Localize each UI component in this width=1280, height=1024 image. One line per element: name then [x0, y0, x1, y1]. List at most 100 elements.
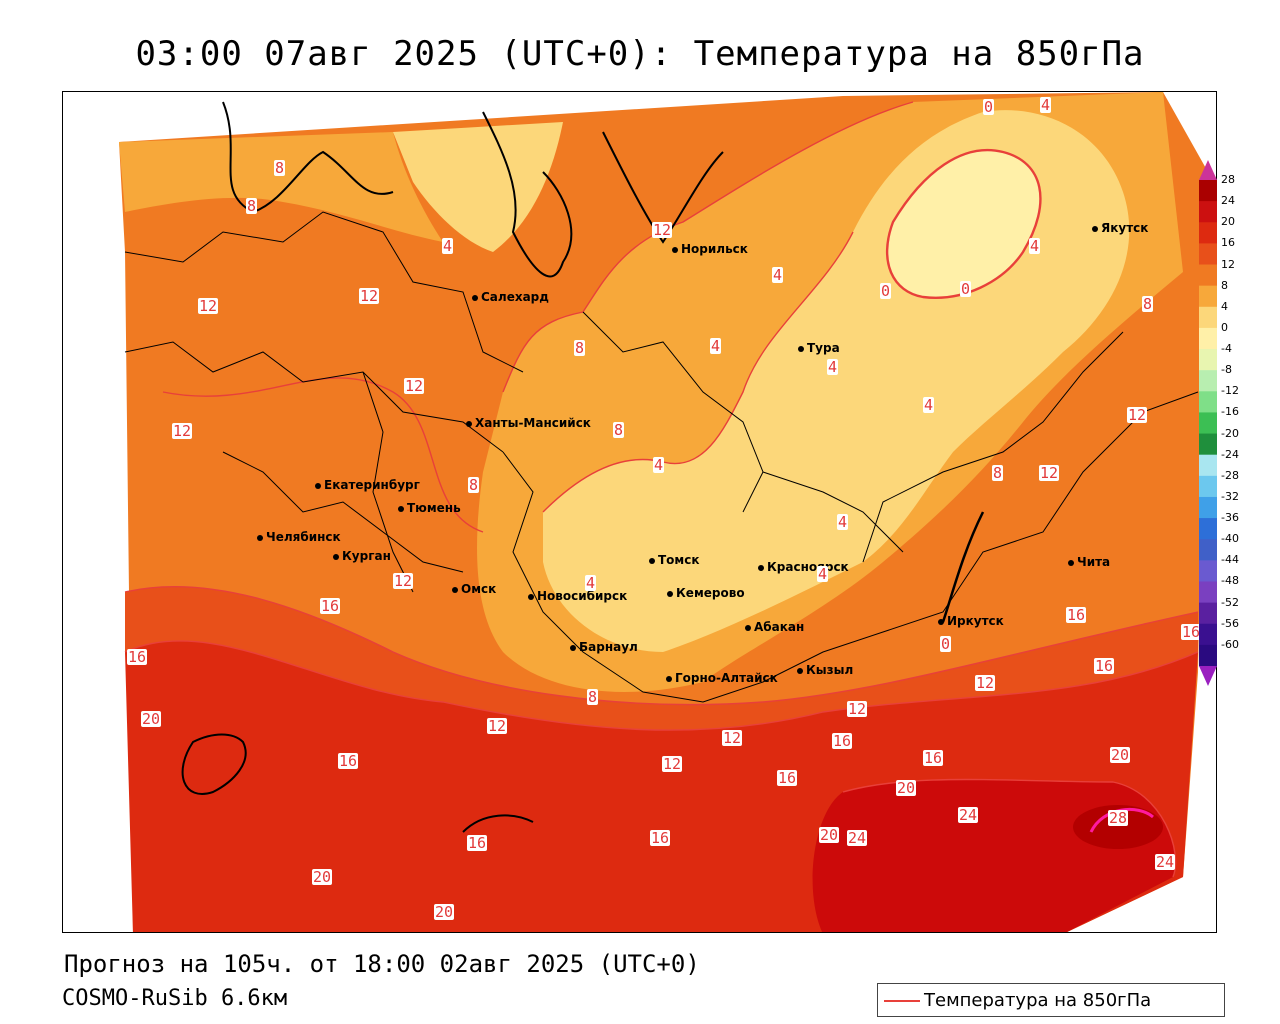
city-tomsk: Томск [649, 553, 700, 567]
city-tura: Тура [798, 341, 840, 355]
contour-label: 12 [393, 572, 414, 590]
colorbar-swatch [1199, 201, 1217, 223]
colorbar-tick-label: -24 [1221, 447, 1239, 461]
map-title: 03:00 07авг 2025 (UTC+0): Температура на… [135, 34, 1145, 74]
colorbar-swatch [1199, 602, 1217, 625]
contour-label: 4 [585, 574, 597, 592]
city-dot-icon [758, 564, 764, 571]
colorbar-swatch [1199, 180, 1217, 202]
contour-label: 12 [172, 422, 193, 440]
colorbar-tick-label: -40 [1221, 532, 1239, 546]
colorbar-swatch [1199, 327, 1217, 350]
contour-label: 8 [992, 464, 1004, 482]
city-dot-icon [570, 644, 576, 651]
contour-label: 16 [832, 732, 853, 750]
city-irkutsk: Иркутск [938, 614, 1004, 628]
city-dot-icon [398, 505, 404, 512]
colorbar-swatch [1199, 243, 1217, 266]
legend-line-icon [884, 1000, 920, 1002]
contour-label: 12 [404, 377, 425, 395]
zone-28 [1073, 805, 1163, 849]
city-dot-icon [667, 590, 673, 597]
contour-label: 0 [983, 98, 995, 116]
contour-label: 16 [777, 769, 798, 787]
colorbar-swatch [1199, 475, 1217, 498]
city-novosibirsk: Новосибирск [528, 589, 627, 603]
contour-label: 4 [772, 266, 784, 284]
contour-label: 16 [338, 752, 359, 770]
colorbar-up-arrow-icon [1199, 160, 1217, 180]
contour-label: 0 [940, 635, 952, 653]
contour-label: 16 [127, 648, 148, 666]
colorbar-swatch [1199, 306, 1217, 329]
contour-label: 12 [847, 700, 868, 718]
contour-label: 12 [975, 674, 996, 692]
colorbar-tick-label: 16 [1221, 236, 1235, 250]
contour-label: 4 [710, 337, 722, 355]
colorbar-tick-label: -12 [1221, 384, 1239, 398]
city-dot-icon [1092, 225, 1098, 232]
city-dot-icon [1068, 559, 1074, 566]
city-dot-icon [745, 624, 751, 631]
contour-label: 12 [722, 729, 743, 747]
city-dot-icon [466, 420, 472, 427]
contour-label: 20 [896, 779, 917, 797]
city-yekaterinburg: Екатеринбург [315, 478, 420, 492]
colorbar-tick-label: -20 [1221, 426, 1239, 440]
temperature-map [62, 91, 1217, 933]
contour-label: 16 [923, 749, 944, 767]
contour-label: 20 [434, 903, 455, 921]
contour-label: 8 [246, 197, 258, 215]
colorbar-tick-label: -16 [1221, 405, 1239, 419]
colorbar-swatch [1199, 433, 1217, 456]
contour-label: 20 [141, 710, 162, 728]
contour-label: 16 [1066, 606, 1087, 624]
colorbar-tick-label: -52 [1221, 595, 1239, 609]
colorbar-swatch [1199, 454, 1217, 477]
colorbar-swatch [1199, 349, 1217, 371]
contour-label: 8 [613, 421, 625, 439]
colorbar-tick-label: -4 [1221, 342, 1232, 356]
colorbar-tick-label: 12 [1221, 257, 1235, 271]
contour-label: 24 [1155, 853, 1176, 871]
contour-label: 12 [487, 717, 508, 735]
colorbar-tick-label: 20 [1221, 215, 1235, 229]
colorbar-tick-label: 8 [1221, 278, 1228, 292]
contour-label: 20 [312, 868, 333, 886]
legend-label: Температура на 850гПа [924, 990, 1152, 1011]
colorbar-swatch [1199, 222, 1217, 244]
contour-label: 16 [320, 597, 341, 615]
forecast-info: Прогноз на 105ч. от 18:00 02авг 2025 (UT… [64, 950, 700, 978]
colorbar-tick-label: -48 [1221, 574, 1239, 588]
city-tyumen: Тюмень [398, 501, 461, 515]
contour-label: 12 [652, 221, 673, 239]
contour-label: 4 [817, 565, 829, 583]
colorbar-tick-label: -8 [1221, 363, 1232, 377]
colorbar-tick-label: 28 [1221, 173, 1235, 186]
colorbar-tick-label: 24 [1221, 194, 1235, 208]
city-kyzyl: Кызыл [797, 663, 853, 677]
colorbar-tick-label: -28 [1221, 468, 1239, 482]
zone-24 [812, 779, 1176, 932]
colorbar-swatch [1199, 412, 1217, 435]
colorbar-down-arrow-icon [1199, 666, 1217, 686]
contour-label: 4 [923, 396, 935, 414]
city-omsk: Омск [452, 582, 496, 596]
colorbar-swatch [1199, 391, 1217, 413]
colorbar-swatch [1199, 285, 1217, 308]
city-norilsk: Норильск [672, 242, 748, 256]
zone-16 [125, 586, 1198, 731]
colorbar-swatch [1199, 539, 1217, 561]
colorbar-swatch [1199, 264, 1217, 287]
contour-label: 20 [1110, 746, 1131, 764]
contour-label: 12 [1039, 464, 1060, 482]
contour-label: 16 [650, 829, 671, 847]
coastlines [181, 101, 985, 833]
city-chelyabinsk: Челябинск [257, 530, 341, 544]
city-kemerovo: Кемерово [667, 586, 745, 600]
city-barnaul: Барнаул [570, 640, 638, 654]
city-dot-icon [672, 246, 678, 253]
colorbar-swatch [1199, 496, 1217, 519]
colorbar-tick-label: -36 [1221, 511, 1239, 525]
colorbar-tick-label: -44 [1221, 553, 1239, 567]
